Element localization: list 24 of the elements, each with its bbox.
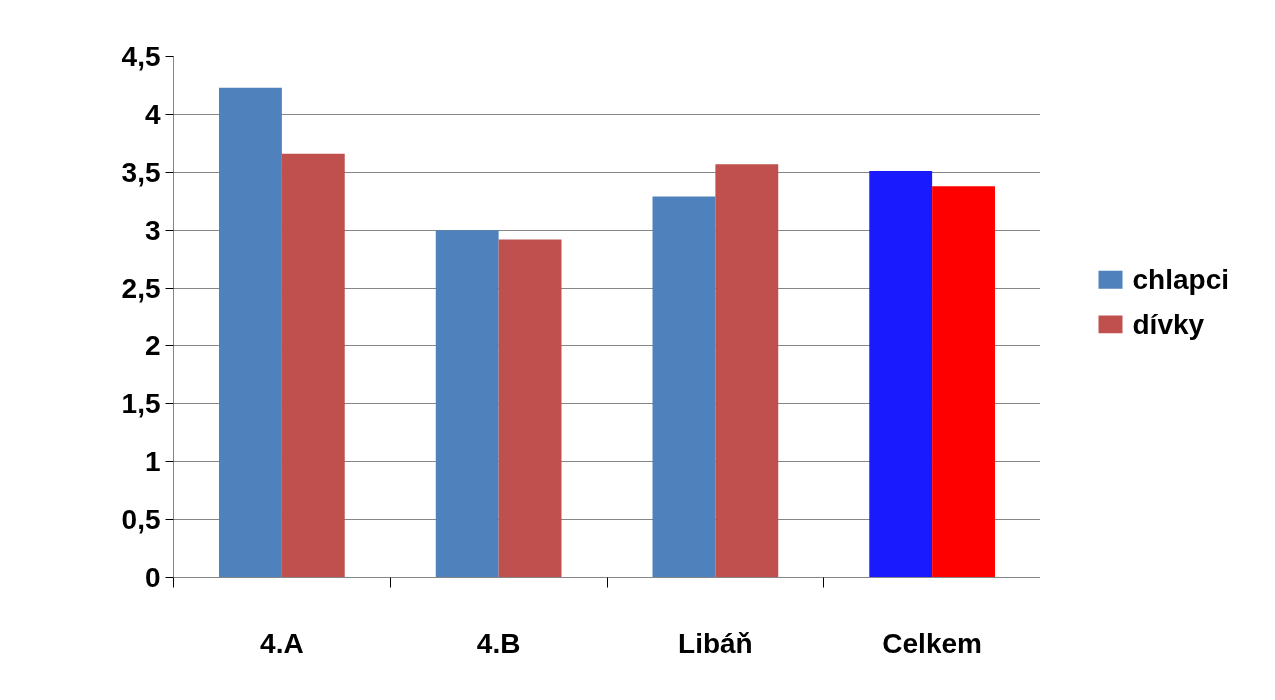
bar [932, 186, 995, 578]
y-tick-label: 0 [144, 562, 161, 593]
x-tick-label: 4.A [260, 627, 304, 659]
x-tick-label: 4.B [476, 627, 521, 659]
y-tick-label: 1,5 [121, 388, 161, 420]
bar [219, 87, 282, 578]
legend-label: chlapci [1132, 264, 1229, 296]
y-tick-label: 3,5 [121, 156, 161, 188]
legend-label: dívky [1132, 308, 1205, 340]
y-tick-label: 4 [144, 98, 161, 130]
bar [498, 239, 562, 578]
y-tick-label: 4,5 [121, 41, 161, 72]
bar [281, 153, 345, 578]
y-tick-label: 2 [144, 330, 161, 362]
y-tick-label: 0,5 [121, 504, 161, 536]
y-tick-label: 1 [144, 446, 161, 478]
bar [869, 171, 933, 578]
y-tick-label: 3 [144, 214, 161, 246]
x-tick-label: Libáň [678, 627, 753, 659]
bar [652, 196, 716, 578]
bar [715, 164, 779, 578]
bar [435, 230, 499, 578]
x-tick-label: Celkem [882, 627, 982, 659]
y-tick-label: 2,5 [121, 272, 161, 304]
